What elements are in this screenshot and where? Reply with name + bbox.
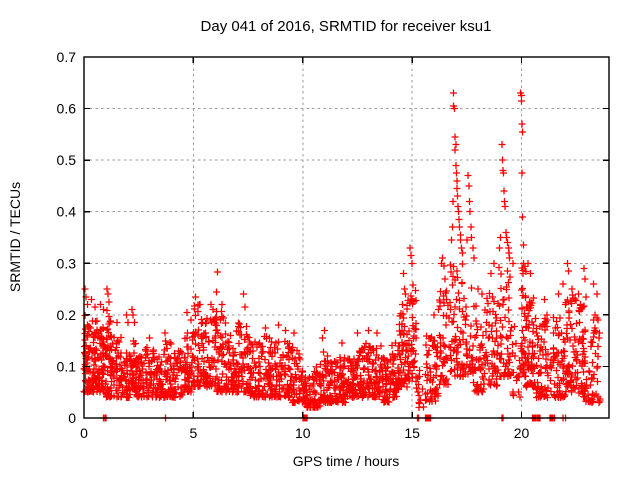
gridlines: [84, 57, 609, 418]
data-point-markers: [80, 89, 604, 422]
x-tick-label: 0: [80, 425, 88, 441]
x-tick-label: 10: [295, 425, 311, 441]
y-tick-label: 0.7: [57, 49, 77, 65]
y-tick-label: 0.2: [57, 307, 77, 323]
x-tick-label: 15: [404, 425, 420, 441]
y-axis-label: SRMTID / TECUs: [7, 182, 23, 292]
y-tick-label: 0.3: [57, 255, 77, 271]
y-tick-label: 0.6: [57, 101, 77, 117]
y-tick-label: 0.1: [57, 358, 77, 374]
scatter-points: [80, 89, 604, 422]
chart-title: Day 041 of 2016, SRMTID for receiver ksu…: [201, 18, 492, 35]
x-tick-label: 5: [189, 425, 197, 441]
y-tick-label: 0.5: [57, 152, 77, 168]
y-tick-label: 0.4: [57, 204, 77, 220]
y-tick-label: 0: [68, 410, 76, 426]
x-tick-labels: 0 5 10 15 20: [80, 425, 529, 441]
plot-border: [83, 56, 610, 419]
x-axis-label: GPS time / hours: [293, 453, 400, 469]
axis-ticks: [83, 56, 609, 419]
y-tick-labels: 0 0.1 0.2 0.3 0.4 0.5 0.6 0.7: [57, 49, 77, 426]
x-tick-label: 20: [514, 425, 530, 441]
